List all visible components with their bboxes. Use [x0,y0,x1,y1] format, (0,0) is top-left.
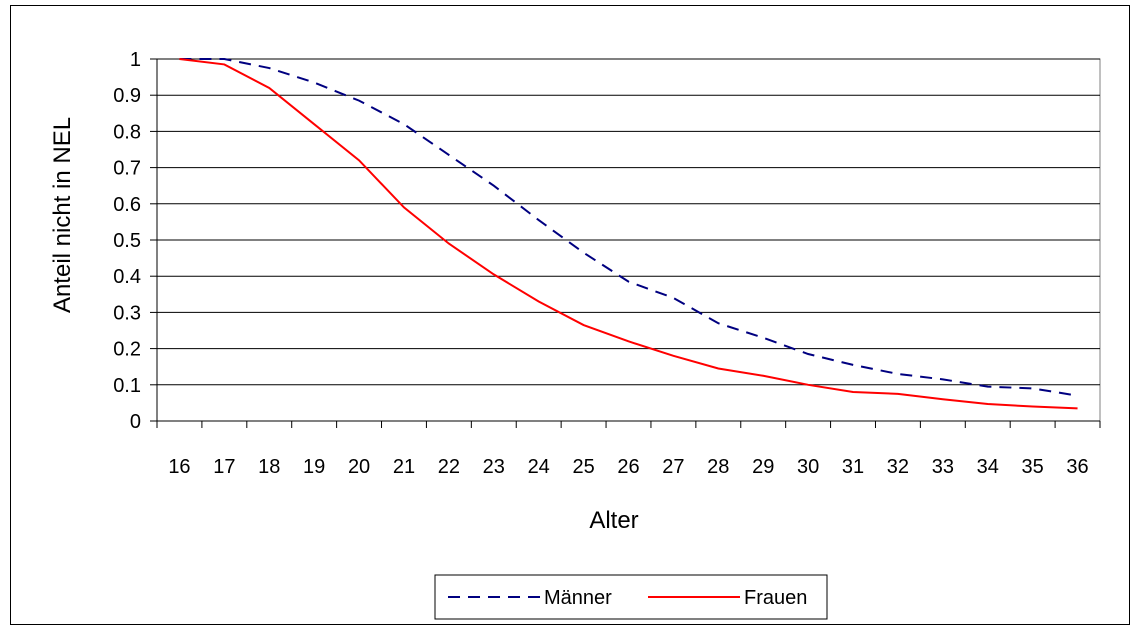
y-tick-labels: 0 0.1 0.2 0.3 0.4 0.5 0.6 0.7 0.8 0.9 1 [113,49,141,433]
x-tick-label: 31 [842,456,864,478]
x-tick-label: 16 [168,456,190,478]
x-tick-label: 27 [662,456,684,478]
x-tick-label: 24 [528,456,550,478]
series-lines [179,58,1078,410]
x-tick-label: 33 [932,456,954,478]
x-tick-label: 29 [752,456,774,478]
x-tick-labels: 16 17 18 19 20 21 22 23 24 25 26 27 28 29 30 31 32 33 34 35… [168,456,1088,478]
y-tick-label: 0.8 [113,121,141,143]
x-tick-label: 23 [483,456,505,478]
x-axis-title: Alter [589,507,638,534]
y-tick-label: 0.2 [113,339,141,361]
legend-label: Männer [544,587,612,609]
x-tick-label: 18 [258,456,280,478]
series-line-1 [179,58,1078,397]
x-tick-label: 34 [977,456,999,478]
x-tick-label: 19 [303,456,325,478]
y-tick-label: 0 [130,411,141,433]
legend-box [434,574,828,620]
x-tick-label: 36 [1066,456,1088,478]
gridlines [157,58,1100,386]
y-tick-label: 0.9 [113,85,141,107]
series-line-2 [179,58,1078,410]
y-tick-label: 1 [130,49,141,71]
y-tick-label: 0.1 [113,375,141,397]
y-tick-label: 0.7 [113,158,141,180]
x-tick-label: 22 [438,456,460,478]
x-tick-label: 17 [213,456,235,478]
y-tick-label: 0.3 [113,302,141,324]
x-tick-label: 28 [707,456,729,478]
x-tick-label: 35 [1022,456,1044,478]
x-tick-label: 32 [887,456,909,478]
x-tick-label: 30 [797,456,819,478]
y-tick-label: 0.5 [113,230,141,252]
x-tick-label: 21 [393,456,415,478]
y-tick-label: 0.4 [113,266,141,288]
legend: Männer Frauen [434,574,828,620]
y-axis-title: Anteil nicht in NEL [49,117,76,313]
legend-label: Frauen [744,587,807,609]
x-tick-label: 26 [617,456,639,478]
y-tick-label: 0.6 [113,194,141,216]
axes [150,58,1101,428]
x-tick-label: 25 [572,456,594,478]
x-tick-label: 20 [348,456,370,478]
